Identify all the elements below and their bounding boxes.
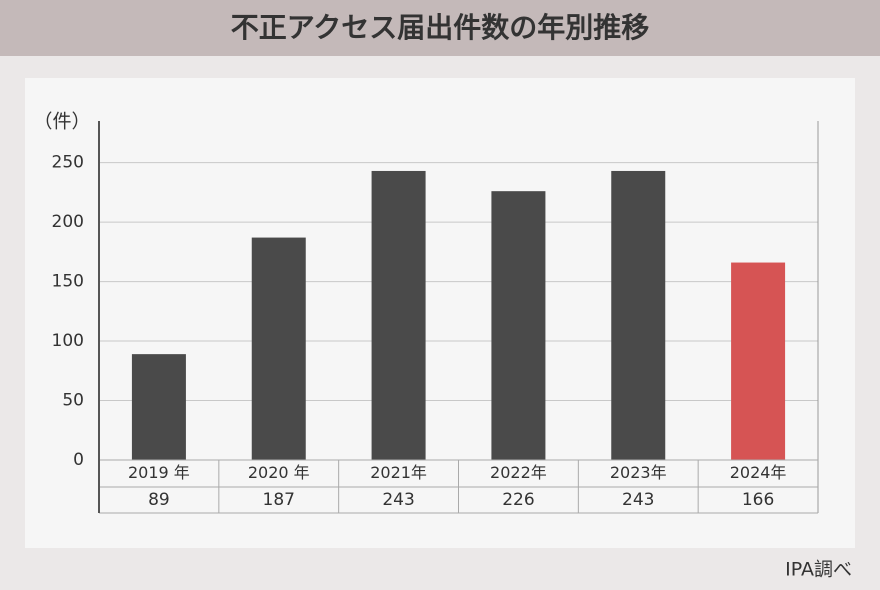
bar — [611, 170, 666, 461]
table-value: 226 — [502, 490, 534, 510]
table-value: 166 — [742, 490, 774, 510]
y-tick-label: 100 — [52, 331, 84, 351]
x-tick-label: 2024年 — [730, 463, 787, 482]
x-tick-label: 2023年 — [610, 463, 667, 482]
table-value: 89 — [148, 490, 170, 510]
bar — [731, 262, 786, 460]
source-note: IPA調べ — [785, 559, 852, 581]
header-band — [0, 0, 880, 56]
y-tick-label: 250 — [52, 153, 84, 173]
x-tick-label: 2020 年 — [248, 463, 310, 482]
x-tick-label: 2021年 — [370, 463, 427, 482]
bar — [251, 237, 306, 460]
bar — [131, 354, 186, 460]
table-value: 243 — [622, 490, 654, 510]
x-tick-label: 2022年 — [490, 463, 547, 482]
table-value: 243 — [382, 490, 414, 510]
y-tick-label: 150 — [52, 272, 84, 292]
bar — [371, 170, 426, 461]
y-axis-label: （件） — [33, 111, 90, 133]
y-tick-label: 200 — [52, 212, 84, 232]
y-tick-label: 50 — [62, 391, 84, 411]
bar — [491, 191, 546, 460]
chart-panel — [25, 78, 855, 548]
chart-title: 不正アクセス届出件数の年別推移 — [231, 11, 650, 44]
y-tick-label: 0 — [73, 450, 84, 470]
x-tick-label: 2019 年 — [128, 463, 190, 482]
table-value: 187 — [263, 490, 295, 510]
